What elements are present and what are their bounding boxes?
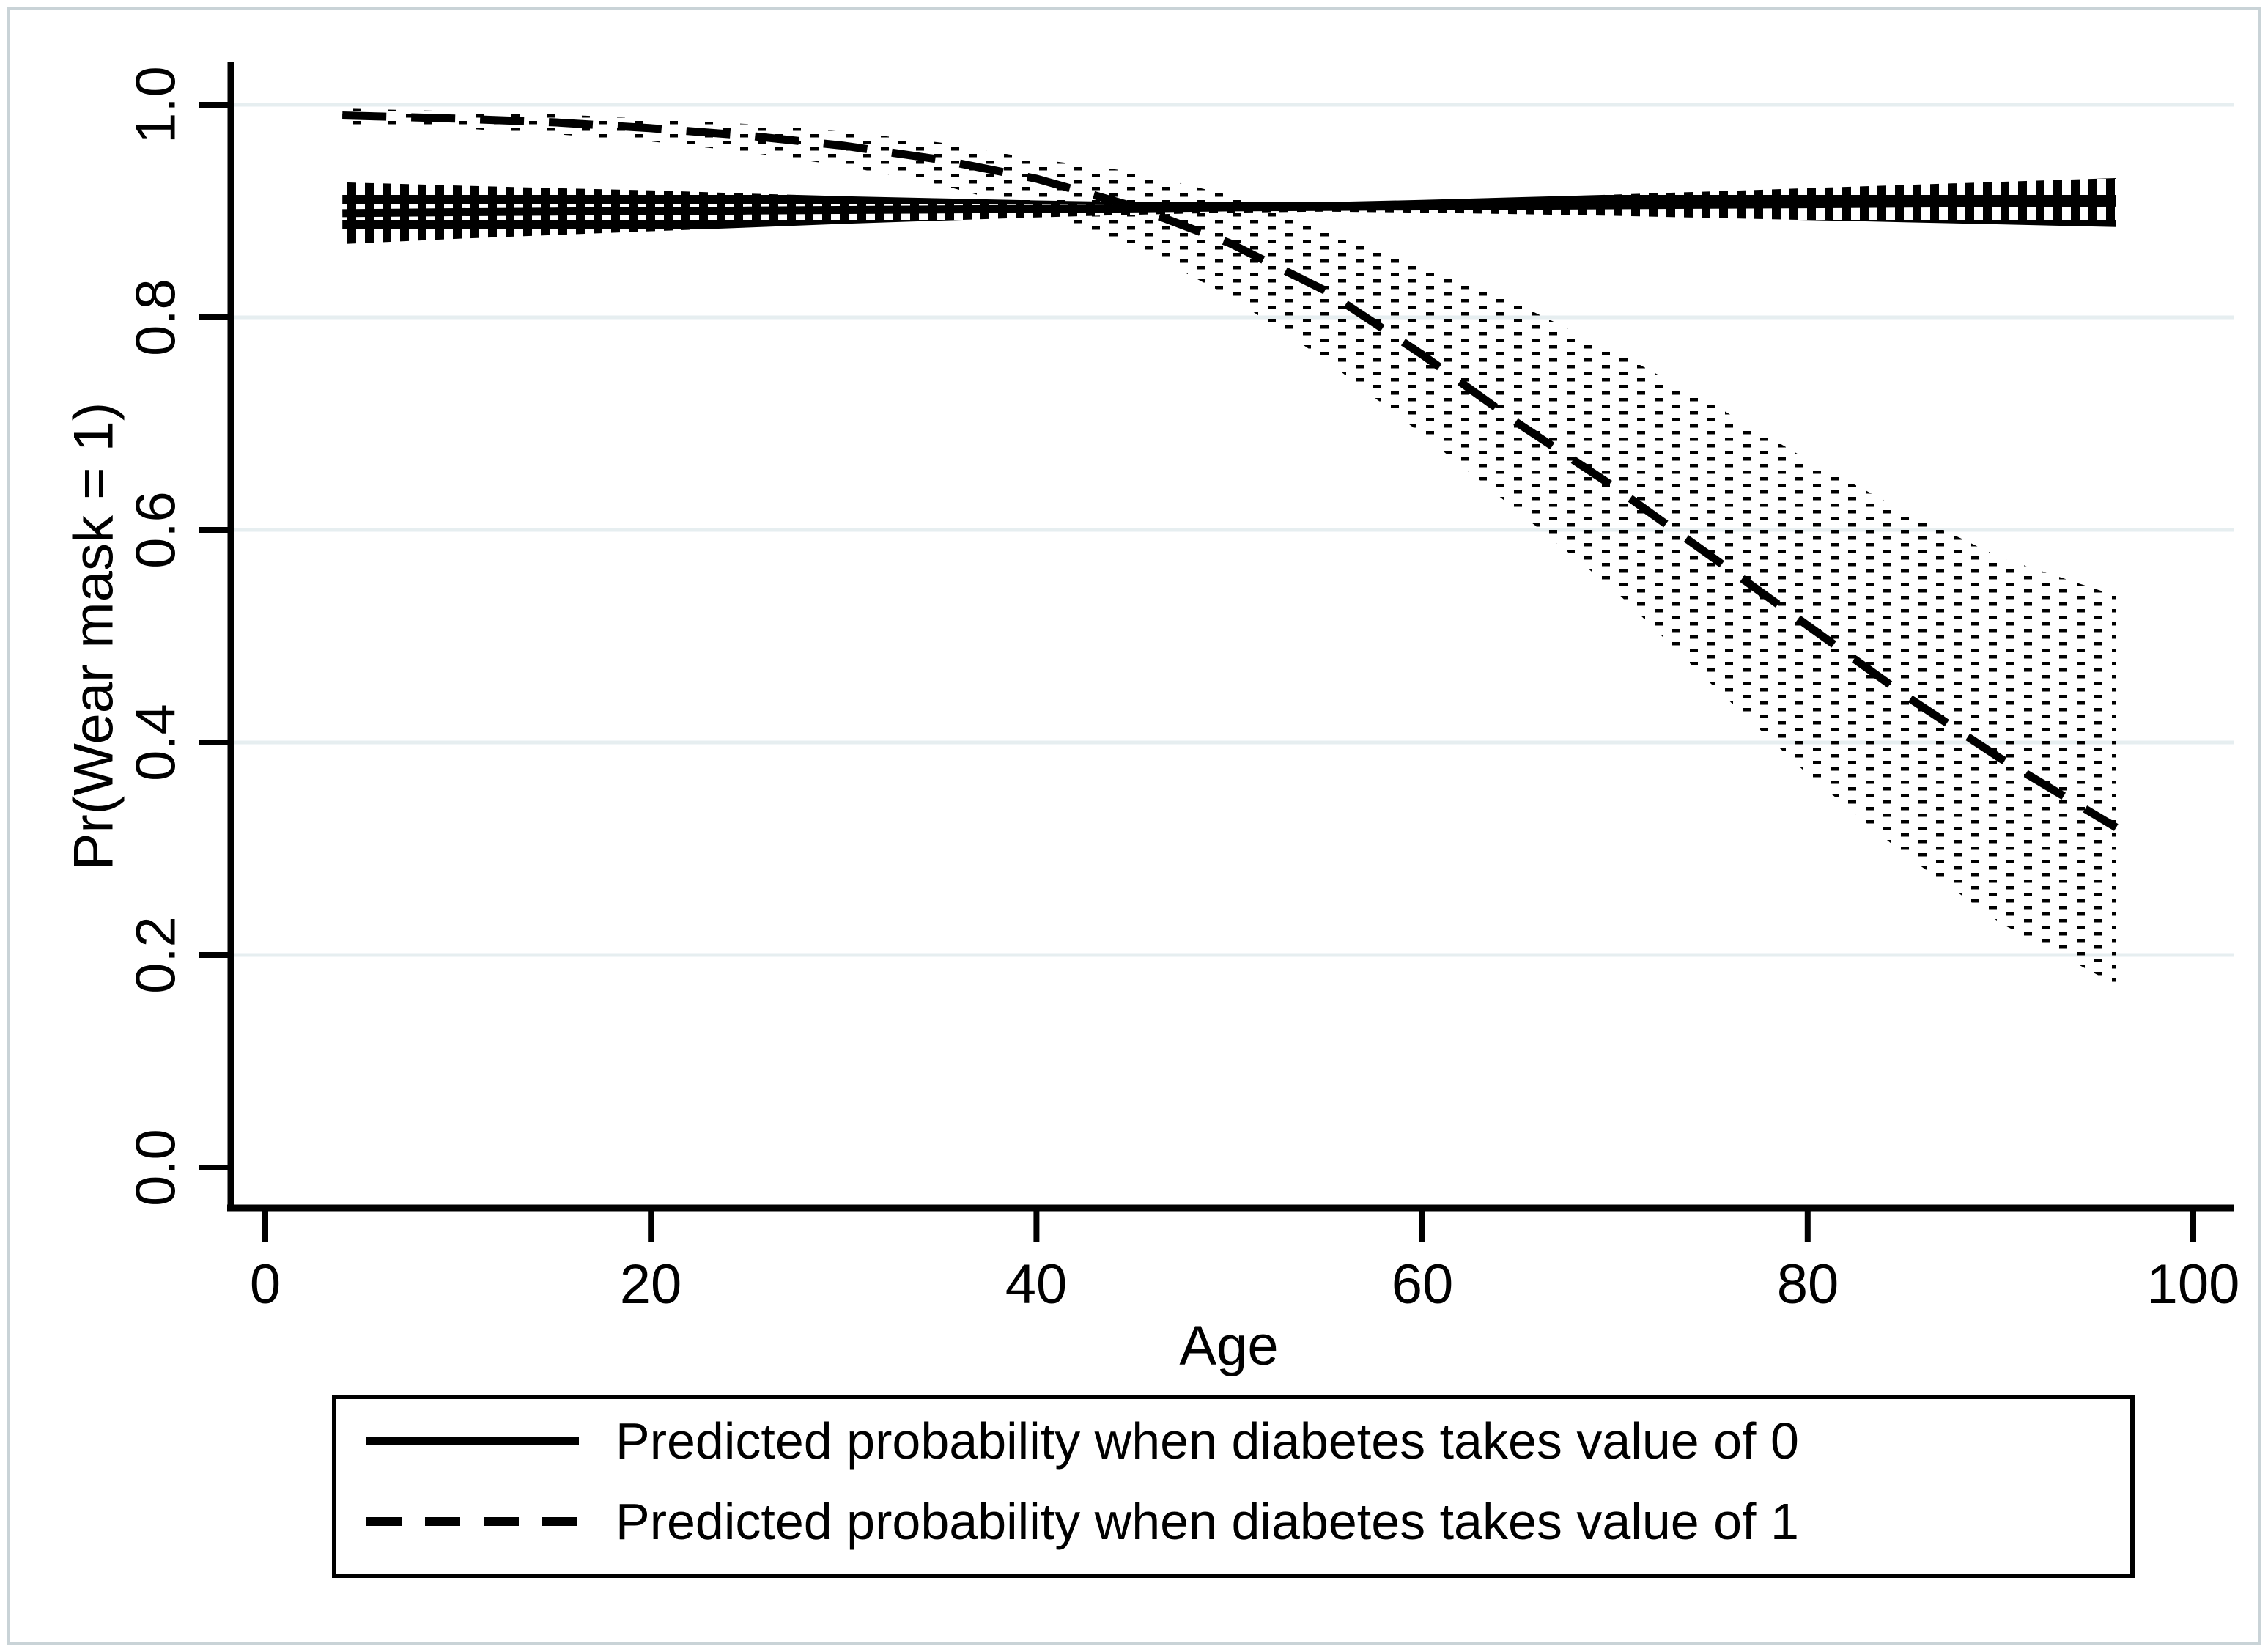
tick-marks [199,102,2196,1242]
y-axis-title: Pr(Wear mask = 1) [63,402,125,870]
x-tick-labels: 0 20 40 60 80 100 [250,1253,2240,1316]
series-lines [342,111,2119,831]
legend-entry-diabetes-0: Predicted probability when diabetes take… [366,1412,1799,1470]
x-axis-title: Age [1179,1315,1278,1377]
y-tick-label-0.8: 0.8 [125,279,188,356]
y-tick-label-0.2: 0.2 [125,916,188,994]
x-tick-label-100: 100 [2147,1253,2240,1316]
y-tick-label-1.0: 1.0 [125,66,188,144]
ci-band-diabetes-1 [342,108,2116,985]
legend-entry-diabetes-1: Predicted probability when diabetes take… [366,1493,1799,1550]
y-tick-label-0.6: 0.6 [125,491,188,569]
x-tick-label-0: 0 [250,1253,281,1316]
legend-label-diabetes-1: Predicted probability when diabetes take… [616,1493,1799,1550]
y-tick-labels: 0.0 0.2 0.4 0.6 0.8 1.0 [125,66,188,1206]
axes [199,62,2234,1242]
x-tick-label-20: 20 [620,1253,682,1316]
line-diabetes-1 [342,111,2119,831]
x-tick-label-40: 40 [1005,1253,1068,1316]
legend-box: Predicted probability when diabetes take… [332,1395,2135,1578]
x-tick-label-80: 80 [1777,1253,1839,1316]
y-tick-label-0.4: 0.4 [125,704,188,781]
legend-label-diabetes-0: Predicted probability when diabetes take… [616,1412,1799,1470]
line-diabetes-0 [342,198,2116,218]
legend-border [332,1395,2135,1578]
y-tick-label-0.0: 0.0 [125,1129,188,1206]
x-tick-label-60: 60 [1392,1253,1454,1316]
outer-frame [7,7,2261,1645]
